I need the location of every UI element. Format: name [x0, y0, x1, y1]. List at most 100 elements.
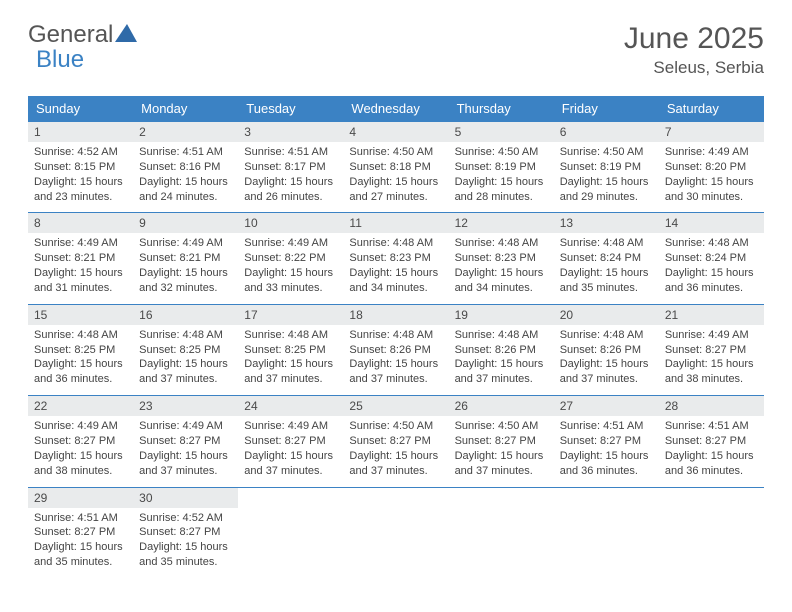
- sunrise-text: Sunrise: 4:49 AM: [244, 236, 337, 251]
- calendar-cell: 23Sunrise: 4:49 AMSunset: 8:27 PMDayligh…: [133, 395, 238, 486]
- sunrise-text: Sunrise: 4:51 AM: [139, 145, 232, 160]
- cell-body: Sunrise: 4:48 AMSunset: 8:26 PMDaylight:…: [554, 328, 659, 387]
- sunrise-text: Sunrise: 4:48 AM: [455, 328, 548, 343]
- day-number: 5: [449, 122, 554, 142]
- calendar-cell: 18Sunrise: 4:48 AMSunset: 8:26 PMDayligh…: [343, 304, 448, 395]
- daylight-text: Daylight: 15 hours and 37 minutes.: [349, 357, 442, 387]
- daylight-text: Daylight: 15 hours and 37 minutes.: [560, 357, 653, 387]
- sunrise-text: Sunrise: 4:52 AM: [139, 511, 232, 526]
- daylight-text: Daylight: 15 hours and 32 minutes.: [139, 266, 232, 296]
- calendar-cell: 25Sunrise: 4:50 AMSunset: 8:27 PMDayligh…: [343, 395, 448, 486]
- day-header: Monday: [133, 96, 238, 121]
- sunset-text: Sunset: 8:27 PM: [455, 434, 548, 449]
- day-number: 14: [659, 213, 764, 233]
- calendar: SundayMondayTuesdayWednesdayThursdayFrid…: [28, 96, 764, 578]
- sunrise-text: Sunrise: 4:48 AM: [139, 328, 232, 343]
- calendar-cell: 9 Sunrise: 4:49 AMSunset: 8:21 PMDaylight…: [133, 212, 238, 303]
- daylight-text: Daylight: 15 hours and 36 minutes.: [665, 266, 758, 296]
- daylight-text: Daylight: 15 hours and 37 minutes.: [455, 357, 548, 387]
- day-number: 28: [659, 396, 764, 416]
- sunset-text: Sunset: 8:21 PM: [139, 251, 232, 266]
- cell-body: Sunrise: 4:49 AMSunset: 8:21 PMDaylight:…: [28, 236, 133, 295]
- day-number: 19: [449, 305, 554, 325]
- header: General Blue June 2025 Seleus, Serbia: [0, 0, 792, 88]
- day-number: 9: [133, 213, 238, 233]
- calendar-cell: 10 Sunrise: 4:49 AMSunset: 8:22 PMDayligh…: [238, 212, 343, 303]
- sunrise-text: Sunrise: 4:49 AM: [34, 419, 127, 434]
- daylight-text: Daylight: 15 hours and 23 minutes.: [34, 175, 127, 205]
- day-header-row: SundayMondayTuesdayWednesdayThursdayFrid…: [28, 96, 764, 121]
- sunrise-text: Sunrise: 4:48 AM: [455, 236, 548, 251]
- sunset-text: Sunset: 8:26 PM: [560, 343, 653, 358]
- day-header: Friday: [554, 96, 659, 121]
- calendar-cell: 13 Sunrise: 4:48 AMSunset: 8:24 PMDayligh…: [554, 212, 659, 303]
- day-number: 29: [28, 488, 133, 508]
- sunset-text: Sunset: 8:27 PM: [560, 434, 653, 449]
- sunset-text: Sunset: 8:26 PM: [349, 343, 442, 358]
- day-number: 13: [554, 213, 659, 233]
- day-number: 10: [238, 213, 343, 233]
- week-row: 8Sunrise: 4:49 AMSunset: 8:21 PMDaylight…: [28, 212, 764, 303]
- daylight-text: Daylight: 15 hours and 24 minutes.: [139, 175, 232, 205]
- daylight-text: Daylight: 15 hours and 36 minutes.: [34, 357, 127, 387]
- sunset-text: Sunset: 8:24 PM: [560, 251, 653, 266]
- sunset-text: Sunset: 8:22 PM: [244, 251, 337, 266]
- logo-text-general: General: [28, 23, 113, 47]
- logo-text-blue: Blue: [36, 48, 139, 72]
- day-number: 20: [554, 305, 659, 325]
- daylight-text: Daylight: 15 hours and 29 minutes.: [560, 175, 653, 205]
- sunset-text: Sunset: 8:27 PM: [665, 343, 758, 358]
- day-number: 24: [238, 396, 343, 416]
- cell-body: Sunrise: 4:48 AMSunset: 8:26 PMDaylight:…: [449, 328, 554, 387]
- calendar-cell-empty: [659, 487, 764, 578]
- cell-body: Sunrise: 4:51 AMSunset: 8:17 PMDaylight:…: [238, 145, 343, 204]
- sunset-text: Sunset: 8:25 PM: [139, 343, 232, 358]
- daylight-text: Daylight: 15 hours and 38 minutes.: [34, 449, 127, 479]
- sunset-text: Sunset: 8:25 PM: [34, 343, 127, 358]
- sunset-text: Sunset: 8:23 PM: [349, 251, 442, 266]
- calendar-cell: 8 Sunrise: 4:49 AMSunset: 8:21 PMDaylight…: [28, 212, 133, 303]
- calendar-cell: 12Sunrise: 4:48 AMSunset: 8:23 PMDayligh…: [449, 212, 554, 303]
- cell-body: Sunrise: 4:48 AMSunset: 8:24 PMDaylight:…: [554, 236, 659, 295]
- sunset-text: Sunset: 8:27 PM: [244, 434, 337, 449]
- daylight-text: Daylight: 15 hours and 34 minutes.: [349, 266, 442, 296]
- cell-body: Sunrise: 4:49 AMSunset: 8:27 PMDaylight:…: [659, 328, 764, 387]
- cell-body: Sunrise: 4:48 AMSunset: 8:25 PMDaylight:…: [28, 328, 133, 387]
- cell-body: Sunrise: 4:50 AMSunset: 8:19 PMDaylight:…: [554, 145, 659, 204]
- calendar-cell: 1Sunrise: 4:52 AMSunset: 8:15 PMDaylight…: [28, 121, 133, 212]
- calendar-cell: 5 Sunrise: 4:50 AMSunset: 8:19 PMDaylight…: [449, 121, 554, 212]
- day-number: 4: [343, 122, 448, 142]
- cell-body: Sunrise: 4:51 AMSunset: 8:27 PMDaylight:…: [554, 419, 659, 478]
- sunrise-text: Sunrise: 4:52 AM: [34, 145, 127, 160]
- page-subtitle: Seleus, Serbia: [624, 58, 764, 78]
- sunset-text: Sunset: 8:18 PM: [349, 160, 442, 175]
- cell-body: Sunrise: 4:51 AMSunset: 8:27 PMDaylight:…: [659, 419, 764, 478]
- daylight-text: Daylight: 15 hours and 31 minutes.: [34, 266, 127, 296]
- cell-body: Sunrise: 4:51 AMSunset: 8:16 PMDaylight:…: [133, 145, 238, 204]
- calendar-cell-empty: [449, 487, 554, 578]
- cell-body: Sunrise: 4:50 AMSunset: 8:19 PMDaylight:…: [449, 145, 554, 204]
- cell-body: Sunrise: 4:48 AMSunset: 8:24 PMDaylight:…: [659, 236, 764, 295]
- cell-body: Sunrise: 4:49 AMSunset: 8:27 PMDaylight:…: [28, 419, 133, 478]
- sunrise-text: Sunrise: 4:49 AM: [139, 419, 232, 434]
- day-number: 26: [449, 396, 554, 416]
- cell-body: Sunrise: 4:49 AMSunset: 8:27 PMDaylight:…: [238, 419, 343, 478]
- day-number: 2: [133, 122, 238, 142]
- sunrise-text: Sunrise: 4:50 AM: [349, 419, 442, 434]
- calendar-cell: 7Sunrise: 4:49 AMSunset: 8:20 PMDaylight…: [659, 121, 764, 212]
- cell-body: Sunrise: 4:50 AMSunset: 8:18 PMDaylight:…: [343, 145, 448, 204]
- sunset-text: Sunset: 8:24 PM: [665, 251, 758, 266]
- calendar-cell: 14 Sunrise: 4:48 AMSunset: 8:24 PMDayligh…: [659, 212, 764, 303]
- daylight-text: Daylight: 15 hours and 30 minutes.: [665, 175, 758, 205]
- sunset-text: Sunset: 8:19 PM: [560, 160, 653, 175]
- calendar-cell: 28 Sunrise: 4:51 AMSunset: 8:27 PMDayligh…: [659, 395, 764, 486]
- calendar-cell: 29Sunrise: 4:51 AMSunset: 8:27 PMDayligh…: [28, 487, 133, 578]
- sunrise-text: Sunrise: 4:49 AM: [139, 236, 232, 251]
- sunrise-text: Sunrise: 4:48 AM: [665, 236, 758, 251]
- title-block: June 2025 Seleus, Serbia: [624, 22, 764, 78]
- day-number: 7: [659, 122, 764, 142]
- day-number: 8: [28, 213, 133, 233]
- calendar-cell-empty: [238, 487, 343, 578]
- daylight-text: Daylight: 15 hours and 33 minutes.: [244, 266, 337, 296]
- week-row: 1Sunrise: 4:52 AMSunset: 8:15 PMDaylight…: [28, 121, 764, 212]
